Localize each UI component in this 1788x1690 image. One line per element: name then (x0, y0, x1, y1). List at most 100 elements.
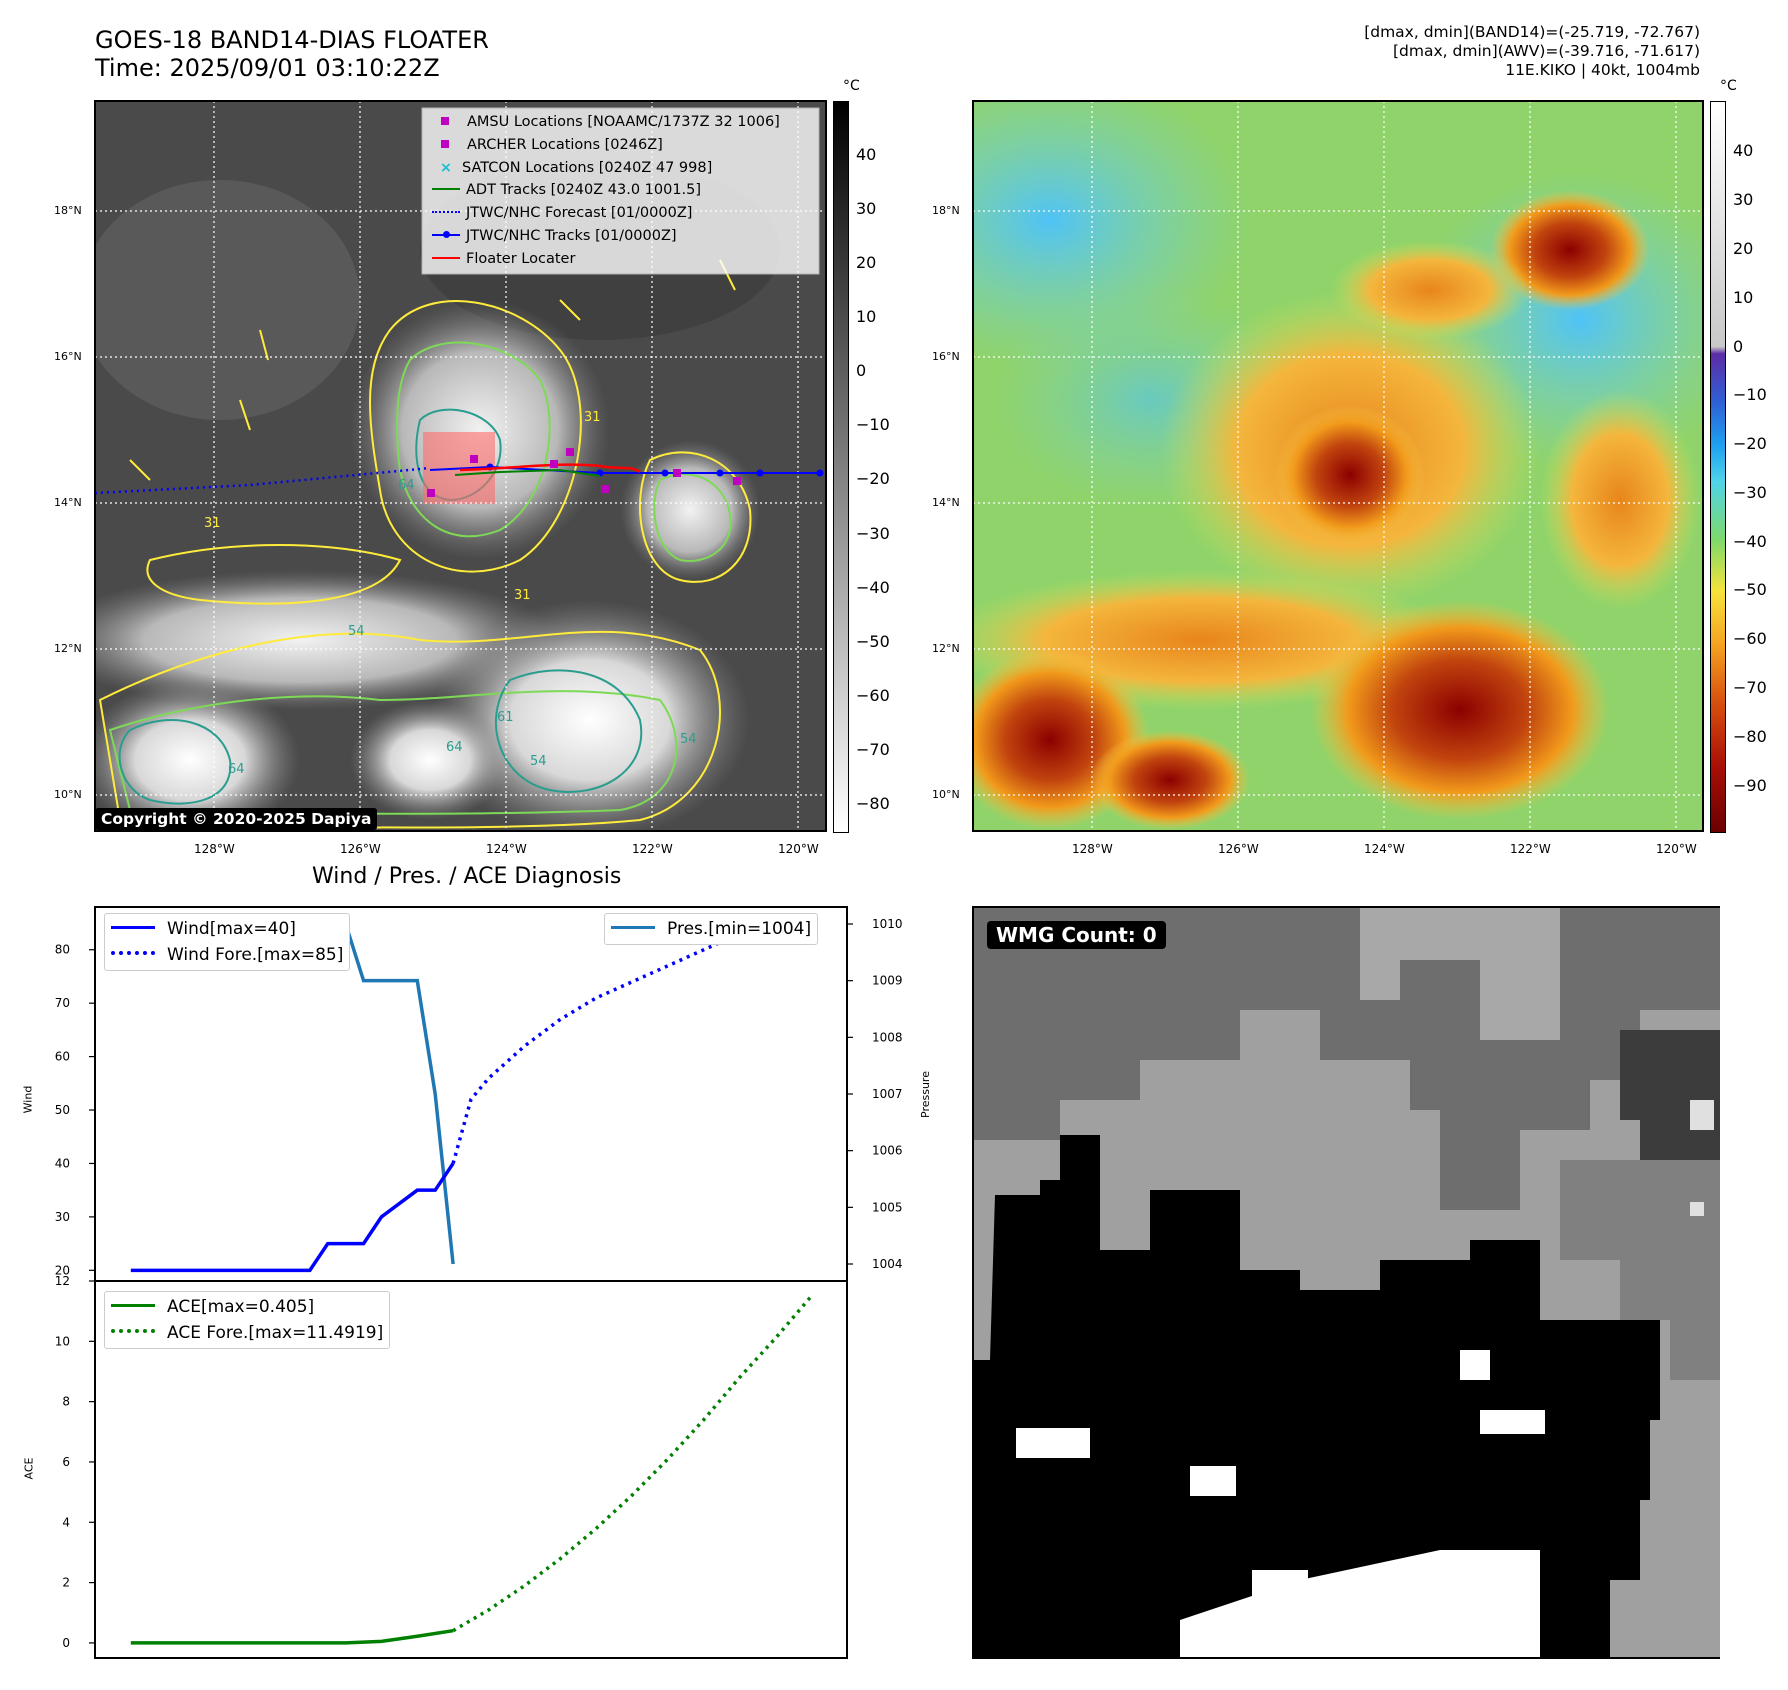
lon-label-122w: 122°W (632, 842, 673, 856)
wv-cb-tick: 40 (1733, 141, 1754, 160)
legend-marker-line (611, 926, 655, 929)
lon-label-124w: 124°W (1364, 842, 1405, 856)
legend-item-satcon: × SATCON Locations [0240Z 47 998] (432, 157, 780, 180)
legend-item-adt: ADT Tracks [0240Z 43.0 1001.5] (432, 179, 780, 202)
ir-cb-tick: 30 (856, 199, 877, 218)
legend-label: ACE[max=0.405] (167, 1297, 315, 1317)
legend-item-archer: ARCHER Locations [0246Z] (432, 134, 780, 157)
lat-label-12n: 12°N (932, 642, 960, 655)
pressure-y-tick-label: 1008 (872, 1030, 903, 1044)
wind-y-tick-label: 30 (55, 1210, 70, 1224)
legend-marker-line (111, 926, 155, 929)
wind-axis-label: Wind (21, 1085, 35, 1114)
wmg-panel (972, 906, 1720, 1659)
lat-label-10n: 10°N (932, 788, 960, 801)
contour-label: 54 (348, 624, 365, 639)
ir-cb-tick: 0 (856, 361, 867, 380)
legend-item-forecast: JTWC/NHC Forecast [01/0000Z] (432, 202, 780, 225)
ir-map-panel (94, 100, 827, 832)
wind-y-tick-label: 60 (55, 1050, 70, 1064)
legend-item-pressure: Pres.[min=1004] (611, 916, 811, 942)
lat-label-18n: 18°N (54, 204, 82, 217)
ir-cb-tick: −60 (856, 686, 890, 705)
legend-item-wind: Wind[max=40] (111, 916, 343, 942)
wind-series-line (130, 1162, 455, 1273)
wv-cb-tick: −40 (1733, 532, 1767, 551)
legend-marker-line-dot (432, 230, 460, 238)
legend-label: AMSU Locations [NOAAMC/1737Z 32 1006] (467, 114, 780, 130)
ir-cb-tick: −80 (856, 794, 890, 813)
wv-cb-tick: −90 (1733, 776, 1767, 795)
pressure-y-tick-label: 1010 (872, 917, 903, 931)
wv-cb-tick: −60 (1733, 629, 1767, 648)
legend-marker-dotted (111, 1329, 155, 1333)
ace-axis-label: ACE (22, 1457, 36, 1480)
wind-y-tick-label: 50 (55, 1103, 70, 1117)
legend-label: ACE Fore.[max=11.4919] (167, 1323, 384, 1343)
legend-marker-square (441, 117, 449, 125)
info-line-2: [dmax, dmin](AWV)=(-39.716, -71.617) (1393, 42, 1700, 60)
copyright-badge: Copyright © 2020-2025 Dapiya (95, 808, 378, 830)
ir-cb-tick: 10 (856, 307, 877, 326)
ace-y-tick-label: 2 (62, 1576, 70, 1590)
wv-cb-tick: 0 (1733, 337, 1744, 356)
storm-info: [dmax, dmin](BAND14)=(-25.719, -72.767) … (1364, 23, 1700, 80)
legend-item-amsu: AMSU Locations [NOAAMC/1737Z 32 1006] (432, 111, 780, 134)
lon-label-126w: 126°W (340, 842, 381, 856)
lon-label-124w: 124°W (486, 842, 527, 856)
ir-cb-tick: −70 (856, 740, 890, 759)
pressure-y-tick-label: 1005 (872, 1200, 903, 1214)
ace-forecast-series-line (452, 1295, 813, 1633)
legend-marker-square (441, 139, 449, 148)
contour-label: 31 (584, 410, 601, 425)
wv-cb-tick: −10 (1733, 385, 1767, 404)
wv-colorbar (1710, 101, 1726, 833)
legend-marker-line (432, 256, 460, 259)
lat-label-14n: 14°N (932, 496, 960, 509)
title-line-1: GOES-18 BAND14-DIAS FLOATER (95, 26, 489, 54)
contour-label: 31 (514, 588, 531, 603)
legend-item-ace: ACE[max=0.405] (111, 1294, 383, 1320)
ace-y-tick-label: 0 (62, 1636, 70, 1650)
lat-label-10n: 10°N (54, 788, 82, 801)
contour-label: 54 (530, 754, 547, 769)
info-line-1: [dmax, dmin](BAND14)=(-25.719, -72.767) (1364, 23, 1700, 41)
lat-label-14n: 14°N (54, 496, 82, 509)
ir-cb-tick: 40 (856, 145, 877, 164)
ir-cb-tick: −30 (856, 524, 890, 543)
legend-marker-dotted (111, 951, 155, 955)
ace-y-tick-label: 4 (62, 1515, 70, 1529)
ir-colorbar (833, 101, 849, 833)
wv-cb-tick: −70 (1733, 678, 1767, 697)
pressure-y-tick-label: 1007 (872, 1087, 903, 1101)
ir-cb-tick: 20 (856, 253, 877, 272)
ace-series-line (130, 1628, 454, 1645)
contour-label: 64 (228, 762, 245, 777)
wv-cb-tick: −80 (1733, 727, 1767, 746)
ace-y-tick-label: 10 (55, 1334, 70, 1348)
contour-label: 61 (497, 710, 514, 725)
lat-label-12n: 12°N (54, 642, 82, 655)
legend-label: JTWC/NHC Tracks [01/0000Z] (466, 227, 677, 244)
lon-label-120w: 120°W (1656, 842, 1697, 856)
wind-y-tick-label: 20 (55, 1263, 70, 1277)
ace-y-tick-label: 8 (62, 1395, 70, 1409)
legend-marker-x: × (439, 159, 453, 176)
legend-label: Pres.[min=1004] (667, 919, 812, 939)
diagnosis-title: Wind / Pres. / ACE Diagnosis (312, 864, 622, 889)
wv-cb-tick: 10 (1733, 288, 1754, 307)
wmg-count-badge: WMG Count: 0 (987, 921, 1166, 949)
lat-label-18n: 18°N (932, 204, 960, 217)
lon-label-126w: 126°W (1218, 842, 1259, 856)
wv-map-panel (972, 100, 1704, 832)
legend-label: SATCON Locations [0240Z 47 998] (462, 159, 713, 176)
wind-y-tick-label: 40 (55, 1156, 70, 1170)
lon-label-128w: 128°W (194, 842, 235, 856)
legend-label: Wind[max=40] (167, 919, 296, 939)
figure-title: GOES-18 BAND14-DIAS FLOATER Time: 2025/0… (95, 26, 489, 82)
legend-item-wind-forecast: Wind Fore.[max=85] (111, 942, 343, 968)
legend-marker-line (111, 1304, 155, 1307)
legend-label: ADT Tracks [0240Z 43.0 1001.5] (466, 182, 702, 199)
wind-legend: Wind[max=40] Wind Fore.[max=85] (104, 913, 351, 971)
lat-label-16n: 16°N (54, 350, 82, 363)
